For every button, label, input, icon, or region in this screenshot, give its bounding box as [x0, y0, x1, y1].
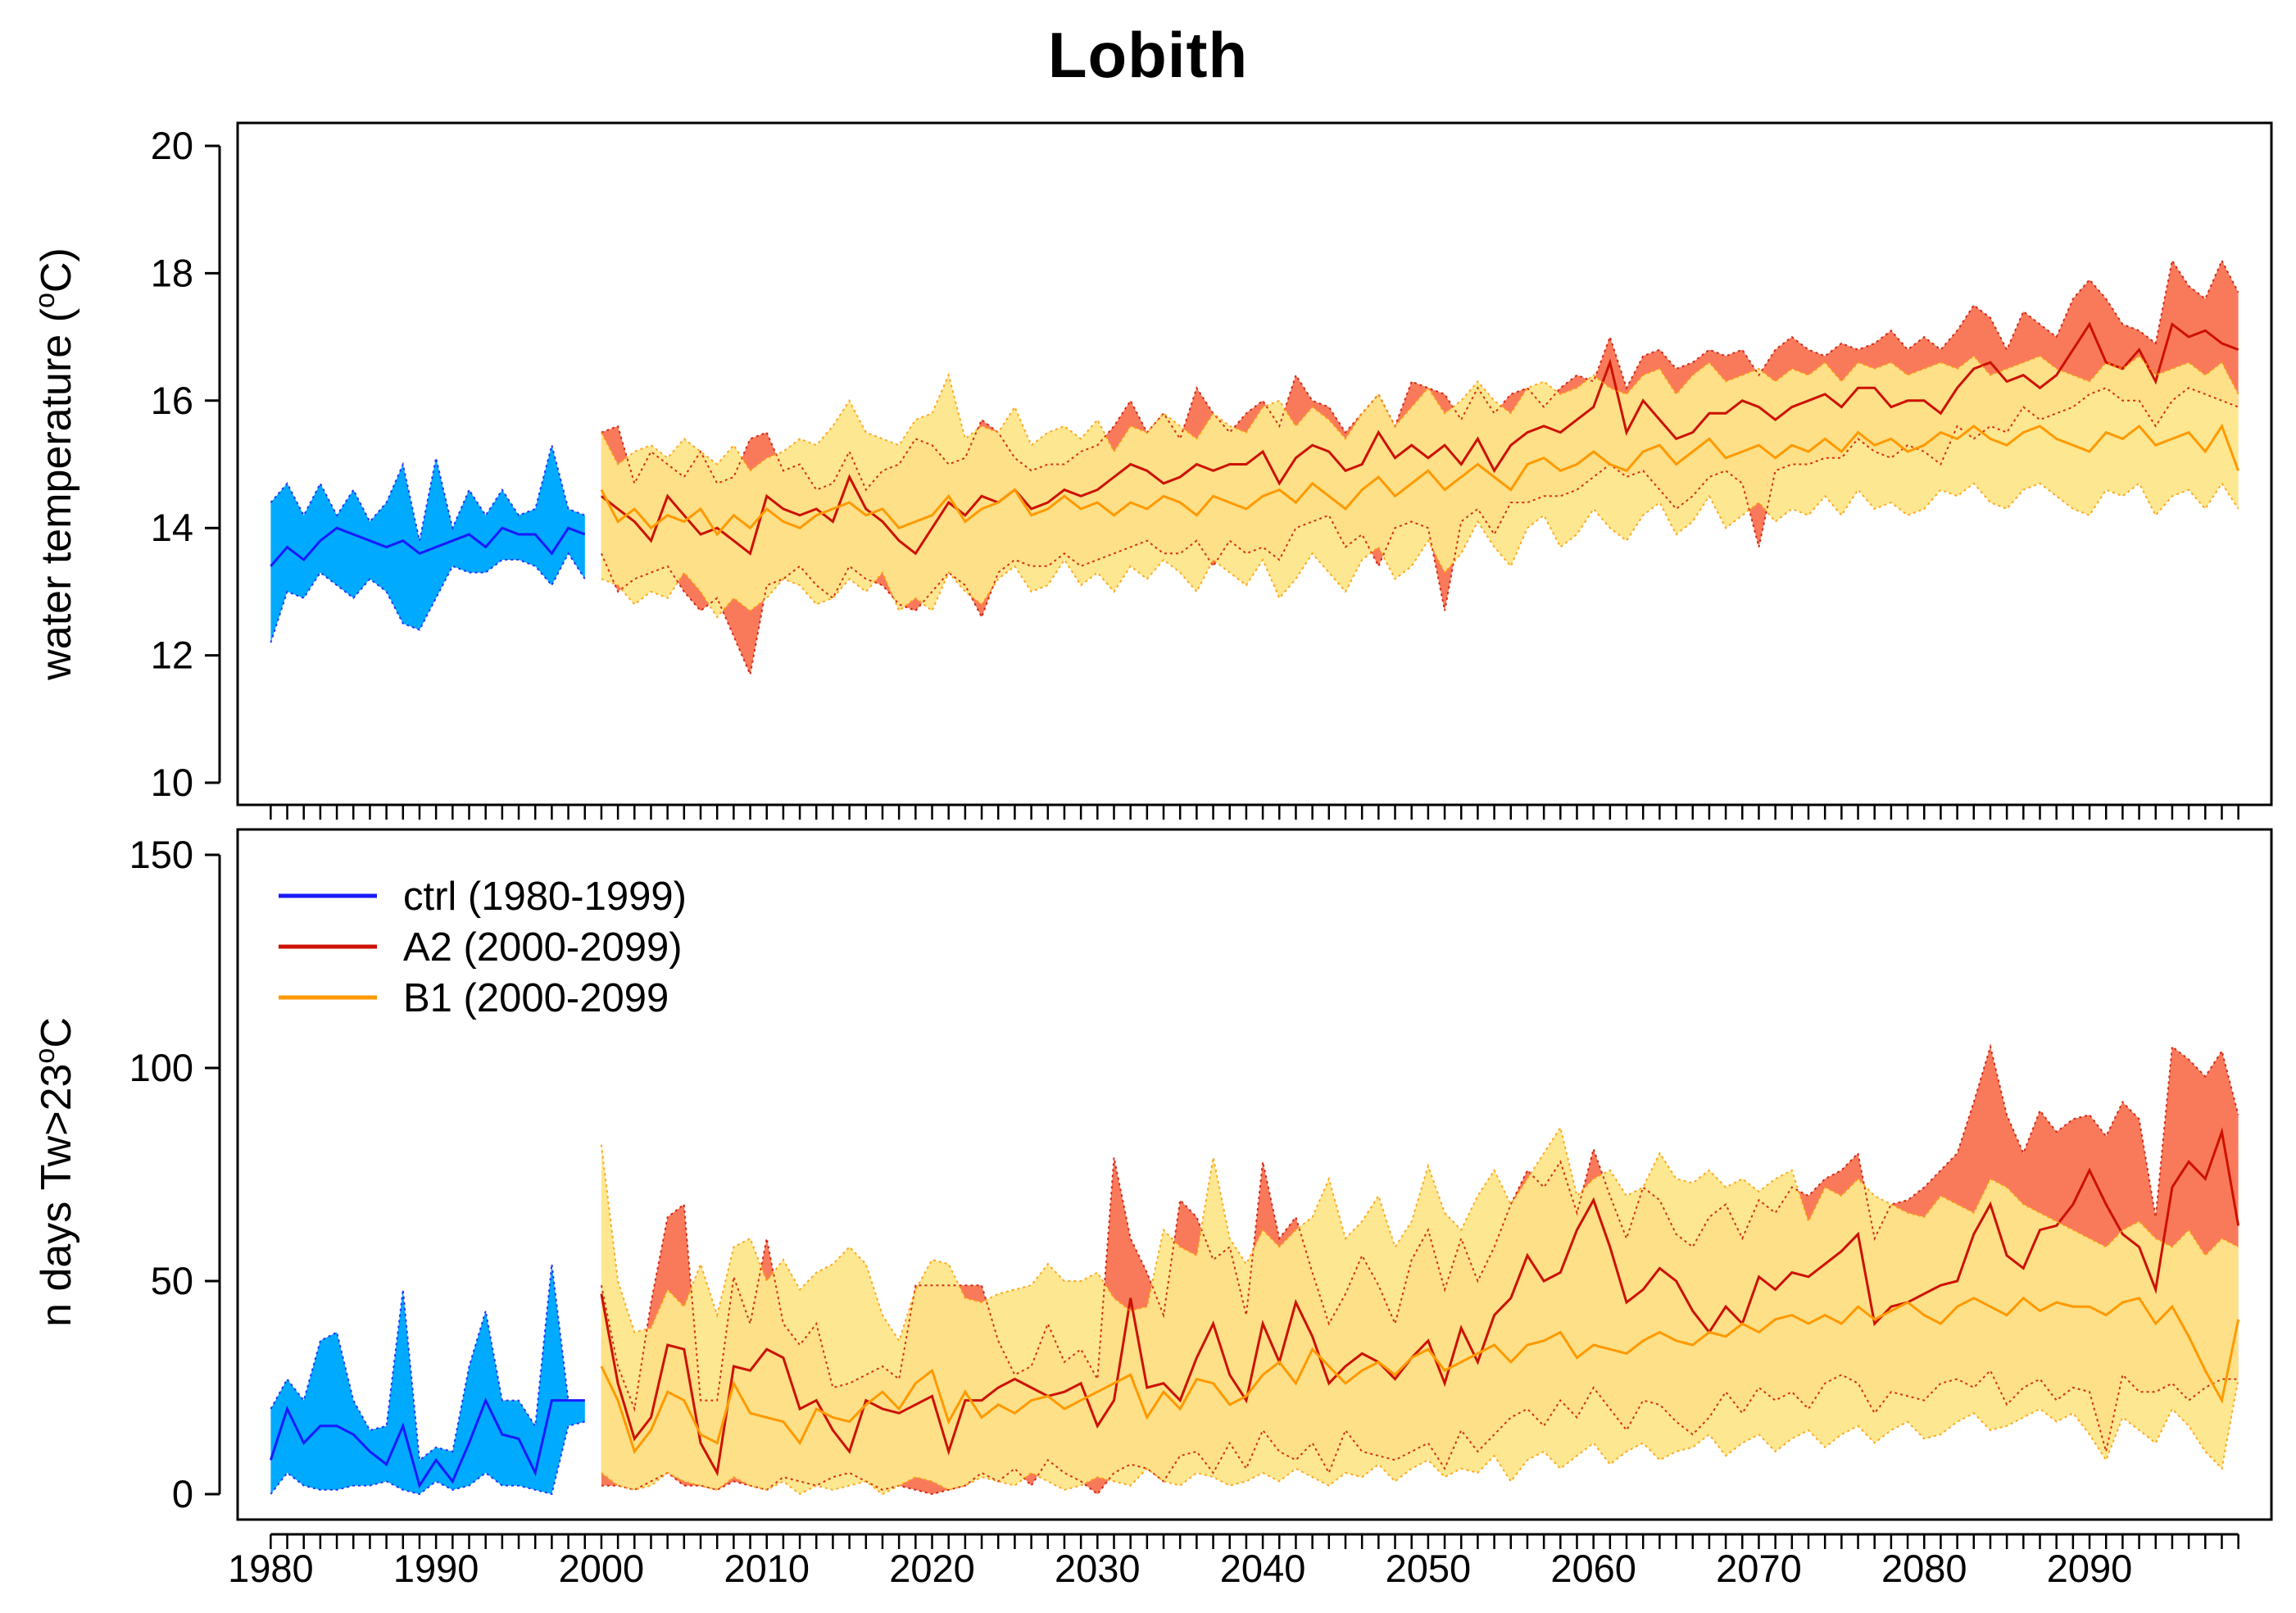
legend-label-a2: A2 (2000-2099)	[403, 925, 683, 970]
bottom-x-tick-label: 2070	[1716, 1547, 1802, 1590]
bottom-plot-frame	[236, 828, 2273, 1521]
top-y-tick-label: 20	[151, 124, 193, 167]
top-panel: 10 12 14 16 18 20 water temperature (oC)	[29, 121, 2273, 820]
top-y-tick-label: 10	[151, 761, 193, 804]
bottom-x-tick-label: 2000	[559, 1547, 645, 1590]
top-y-tick-label: 14	[151, 506, 193, 549]
bottom-a2-min-line	[601, 1369, 2239, 1496]
bottom-x-tick-label: 2060	[1550, 1547, 1636, 1590]
top-b1-mean-line	[600, 423, 2240, 537]
bottom-x-tick-label: 2040	[1220, 1547, 1306, 1590]
top-ctrl-max-line	[270, 442, 586, 541]
top-y-tick-label: 16	[151, 379, 193, 422]
bottom-x-tick-label: 1980	[228, 1547, 314, 1590]
bottom-panel: 0 50 100 150 n days Tw>23oC 1980 1990 2000 201…	[29, 828, 2273, 1590]
bottom-a2-max-line	[600, 1043, 2239, 1412]
bottom-x-tick-label: 2030	[1055, 1547, 1141, 1590]
bottom-b1-max-line	[600, 1125, 2239, 1343]
chart-title: Lobith	[1047, 19, 1249, 91]
bottom-a2-mean-line	[600, 1127, 2240, 1477]
bottom-y-axis-label: n days Tw>23oC	[29, 1017, 80, 1327]
bottom-band-b1	[601, 1127, 2239, 1494]
legend-label-ctrl: ctrl (1980-1999)	[403, 875, 687, 919]
top-ctrl-mean-line	[270, 526, 586, 567]
bottom-x-tick-label: 2020	[889, 1547, 975, 1590]
top-y-tick-label: 12	[151, 634, 193, 677]
bottom-b1-min-line	[601, 1379, 2239, 1496]
bottom-y-tick-label: 100	[129, 1046, 193, 1089]
top-band-b1	[601, 356, 2239, 617]
top-a2-max-line	[601, 258, 2239, 492]
top-y-axis-label: water temperature (oC)	[29, 248, 80, 681]
bottom-x-tick-label: 2080	[1881, 1547, 1967, 1590]
top-plot-frame	[236, 121, 2273, 806]
bottom-y-tick-label: 150	[129, 833, 193, 876]
bottom-ctrl-mean-line	[269, 1397, 585, 1489]
bottom-y-tick-label: 0	[172, 1472, 193, 1515]
bottom-x-tick-label: 2050	[1386, 1547, 1472, 1590]
bottom-b1-mean-line	[600, 1296, 2240, 1455]
bottom-x-tick-label: 2010	[724, 1547, 810, 1590]
top-band-ctrl	[270, 445, 585, 643]
bottom-ctrl-min-line	[270, 1420, 586, 1496]
legend-label-b1: B1 (2000-2099	[403, 976, 669, 1020]
top-a2-mean-line	[600, 321, 2239, 556]
top-ctrl-min-line	[270, 552, 586, 643]
bottom-x-tick-label: 2090	[2047, 1547, 2133, 1590]
legend: ctrl (1980-1999) A2 (2000-2099) B1 (2000…	[279, 875, 687, 1020]
top-y-tick-label: 18	[151, 251, 193, 294]
bottom-y-tick-label: 50	[151, 1259, 193, 1302]
bottom-x-tick-label: 1990	[393, 1547, 479, 1590]
top-b1-min-line	[601, 481, 2239, 619]
